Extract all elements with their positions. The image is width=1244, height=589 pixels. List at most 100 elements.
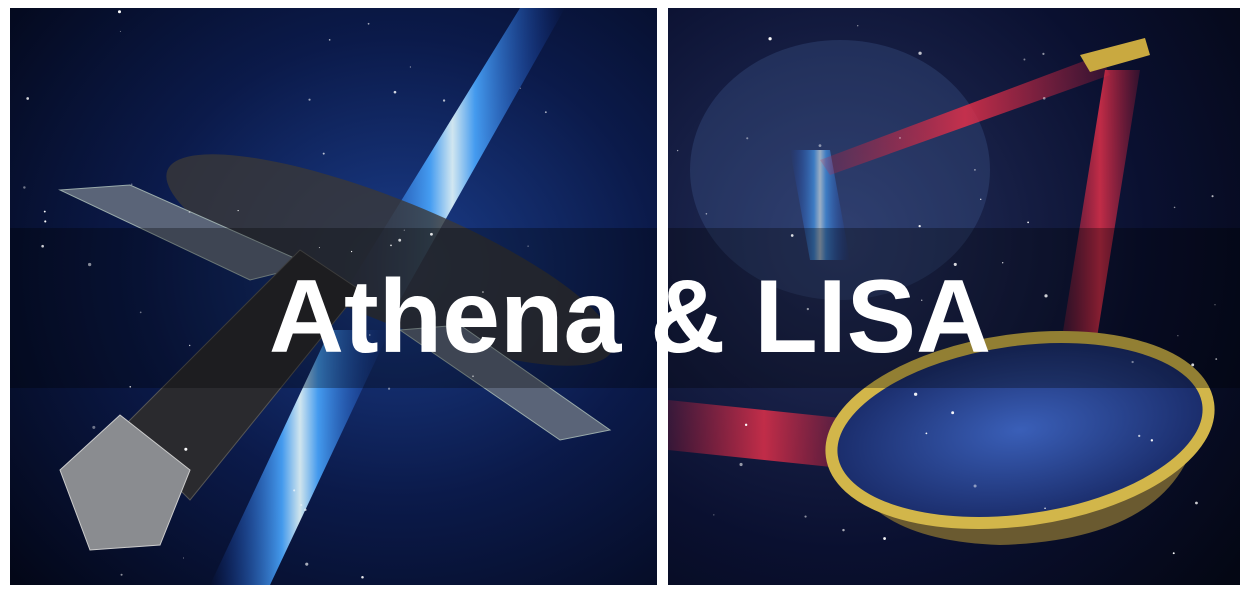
star bbox=[350, 250, 353, 253]
star bbox=[818, 144, 822, 148]
star bbox=[303, 325, 307, 329]
star bbox=[951, 411, 955, 415]
laser-beam bbox=[820, 55, 1110, 175]
star bbox=[1002, 262, 1004, 264]
star bbox=[842, 528, 845, 532]
star bbox=[925, 432, 928, 435]
star bbox=[300, 503, 303, 507]
star bbox=[1023, 58, 1026, 61]
star bbox=[44, 220, 47, 223]
star bbox=[430, 232, 433, 236]
star bbox=[806, 307, 810, 311]
star bbox=[1215, 358, 1218, 360]
star bbox=[308, 98, 311, 101]
star bbox=[184, 447, 188, 451]
star bbox=[369, 334, 371, 336]
star bbox=[328, 38, 331, 41]
star bbox=[1173, 206, 1176, 209]
star bbox=[768, 37, 772, 41]
solar-array bbox=[825, 331, 1215, 529]
star bbox=[974, 168, 976, 171]
star bbox=[1195, 501, 1198, 505]
star bbox=[119, 30, 122, 33]
star bbox=[304, 508, 307, 512]
star bbox=[26, 97, 30, 100]
star bbox=[409, 66, 412, 68]
star bbox=[744, 423, 748, 427]
laser-beam bbox=[1060, 70, 1140, 350]
star bbox=[41, 244, 44, 248]
star bbox=[293, 489, 296, 492]
star bbox=[739, 462, 743, 467]
star bbox=[129, 386, 132, 388]
star bbox=[669, 288, 672, 291]
star bbox=[913, 392, 918, 396]
star bbox=[43, 210, 46, 213]
star bbox=[676, 149, 679, 152]
star bbox=[1042, 52, 1045, 55]
star bbox=[705, 213, 708, 215]
star bbox=[472, 375, 474, 378]
star bbox=[387, 387, 391, 390]
star bbox=[1131, 360, 1134, 364]
jet bbox=[790, 150, 850, 260]
star bbox=[1172, 552, 1175, 555]
star bbox=[131, 183, 133, 185]
star bbox=[318, 247, 320, 249]
spacecraft bbox=[1080, 38, 1150, 72]
laser-beam bbox=[668, 400, 860, 470]
star bbox=[953, 262, 957, 266]
star bbox=[883, 537, 886, 540]
star bbox=[1150, 439, 1154, 442]
star bbox=[1027, 221, 1029, 224]
star bbox=[117, 10, 121, 14]
star bbox=[188, 211, 191, 213]
solar-panel bbox=[398, 324, 612, 441]
star bbox=[973, 484, 977, 488]
star bbox=[305, 562, 309, 566]
star bbox=[322, 152, 325, 155]
star bbox=[804, 515, 807, 518]
star bbox=[918, 224, 921, 228]
star bbox=[921, 299, 923, 301]
star bbox=[918, 51, 922, 55]
star bbox=[398, 238, 402, 242]
star bbox=[906, 324, 910, 327]
lisa-panel bbox=[668, 8, 1240, 585]
star bbox=[746, 137, 749, 140]
star bbox=[1177, 335, 1179, 337]
star bbox=[139, 311, 142, 314]
star bbox=[1138, 434, 1141, 437]
star bbox=[980, 198, 982, 200]
star bbox=[237, 209, 239, 212]
star bbox=[393, 90, 397, 94]
star bbox=[1042, 96, 1046, 100]
divider bbox=[657, 8, 668, 585]
star bbox=[482, 291, 484, 293]
star bbox=[1211, 195, 1214, 198]
star bbox=[361, 575, 364, 579]
galaxy-dust bbox=[166, 154, 614, 366]
star bbox=[1044, 294, 1048, 298]
star bbox=[88, 262, 92, 267]
star bbox=[92, 425, 96, 429]
star bbox=[899, 136, 901, 139]
caption-band bbox=[10, 228, 1240, 388]
star bbox=[189, 344, 191, 347]
star bbox=[713, 514, 715, 516]
star bbox=[120, 573, 123, 576]
star bbox=[857, 25, 859, 27]
star bbox=[527, 245, 529, 247]
star bbox=[403, 229, 405, 231]
star bbox=[1191, 363, 1195, 367]
athena-panel bbox=[10, 8, 657, 585]
star bbox=[326, 330, 328, 332]
star bbox=[367, 22, 370, 25]
star bbox=[544, 111, 547, 114]
jet bbox=[210, 330, 390, 585]
title: Athena & LISA bbox=[269, 259, 991, 375]
star bbox=[1214, 304, 1216, 306]
star bbox=[442, 99, 446, 102]
